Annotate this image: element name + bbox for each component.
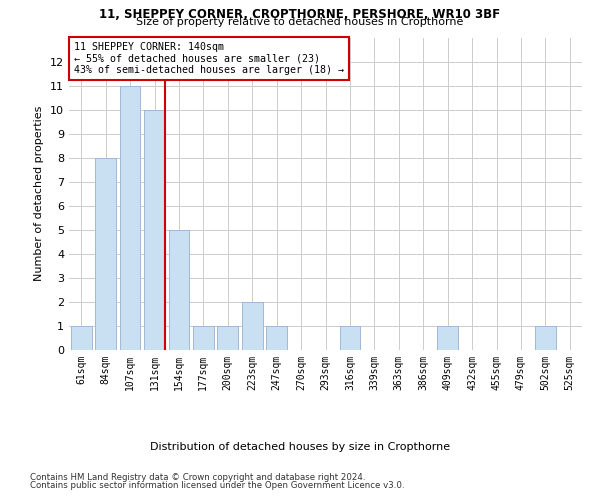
Bar [119, 86, 140, 350]
Text: Contains HM Land Registry data © Crown copyright and database right 2024.: Contains HM Land Registry data © Crown c… [30, 472, 365, 482]
Text: Contains public sector information licensed under the Open Government Licence v3: Contains public sector information licen… [30, 481, 404, 490]
Bar [71, 326, 92, 350]
Bar [266, 326, 287, 350]
Bar [144, 110, 165, 350]
Text: Size of property relative to detached houses in Cropthorne: Size of property relative to detached ho… [136, 17, 464, 27]
Bar [535, 326, 556, 350]
Bar [242, 302, 263, 350]
Text: Distribution of detached houses by size in Cropthorne: Distribution of detached houses by size … [150, 442, 450, 452]
Bar [437, 326, 458, 350]
Text: 11 SHEPPEY CORNER: 140sqm
← 55% of detached houses are smaller (23)
43% of semi-: 11 SHEPPEY CORNER: 140sqm ← 55% of detac… [74, 42, 344, 76]
Bar [193, 326, 214, 350]
Bar [217, 326, 238, 350]
Bar [169, 230, 190, 350]
Bar [340, 326, 361, 350]
Bar [95, 158, 116, 350]
Y-axis label: Number of detached properties: Number of detached properties [34, 106, 44, 282]
Text: 11, SHEPPEY CORNER, CROPTHORNE, PERSHORE, WR10 3BF: 11, SHEPPEY CORNER, CROPTHORNE, PERSHORE… [100, 8, 500, 20]
